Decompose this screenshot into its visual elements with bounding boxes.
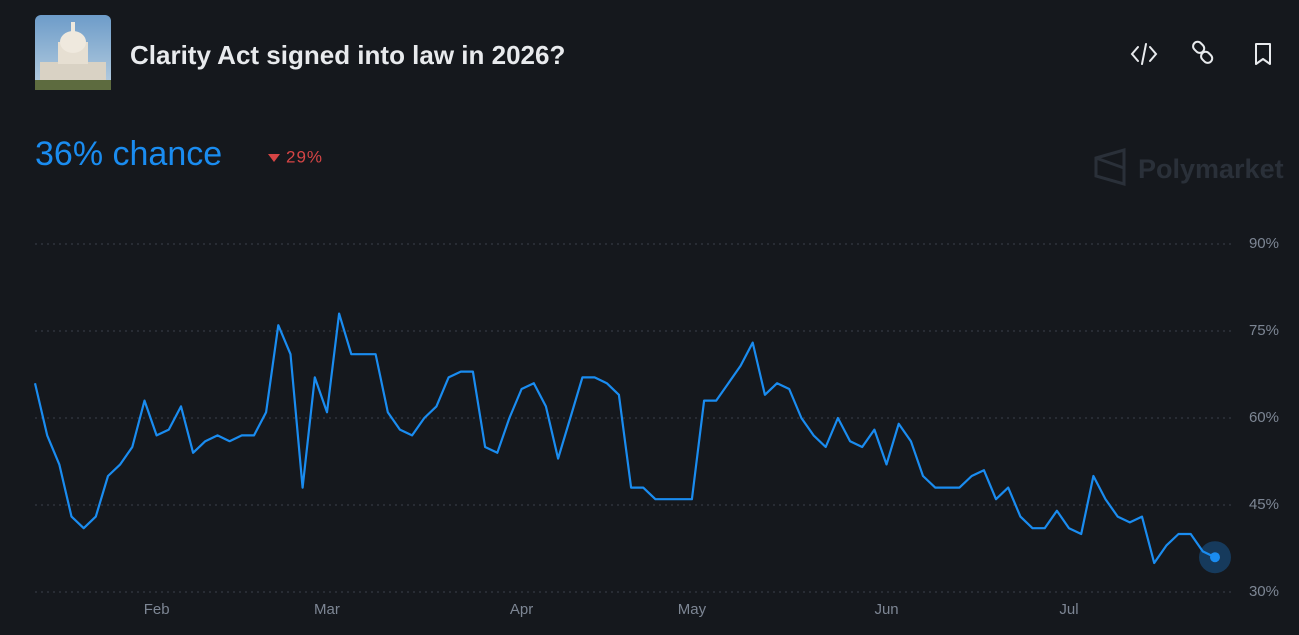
embed-button[interactable] <box>1130 43 1158 65</box>
x-tick-label: Apr <box>510 601 533 618</box>
chance-label: 36% chance <box>35 135 222 173</box>
y-tick-label: 60% <box>1249 409 1279 426</box>
y-tick-label: 45% <box>1249 496 1279 513</box>
end-dot <box>1210 552 1220 563</box>
link-button[interactable] <box>1191 40 1214 65</box>
watermark-logo <box>1094 148 1126 186</box>
watermark: Polymarket <box>1138 154 1284 184</box>
x-tick-label: Jul <box>1059 601 1078 618</box>
x-tick-label: Jun <box>874 601 898 618</box>
down-arrow <box>268 154 280 162</box>
y-tick-label: 75% <box>1249 322 1279 339</box>
market-thumbnail <box>35 15 111 90</box>
change-label: 29% <box>286 147 323 166</box>
market-title: Clarity Act signed into law in 2026? <box>130 40 565 70</box>
x-tick-label: Mar <box>314 601 340 618</box>
price-line <box>33 312 1216 565</box>
x-tick-label: Feb <box>144 601 170 618</box>
y-tick-label: 30% <box>1249 583 1279 600</box>
x-tick-label: May <box>678 601 707 618</box>
chart: 30% 45% 60% 75% 90% Feb Mar Apr May Jun Jul <box>33 235 1279 618</box>
bookmark-button[interactable] <box>1255 43 1271 65</box>
y-tick-label: 90% <box>1249 235 1279 252</box>
